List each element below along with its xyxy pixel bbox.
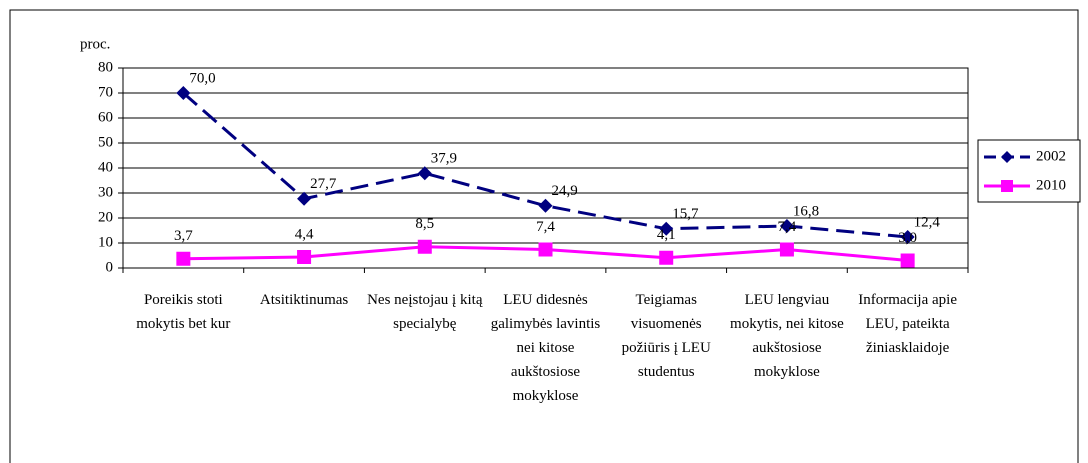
point	[659, 221, 674, 236]
y-tick-label: 70	[98, 84, 113, 100]
point	[659, 250, 674, 265]
x-tick-label: Poreikis stoti mokytis bet kur	[136, 292, 231, 332]
plot-border	[122, 67, 969, 269]
x-tick-label: LEU lengviau mokytis, nei kitose aukštos…	[730, 292, 844, 380]
legend-marker	[1001, 180, 1013, 192]
point	[900, 230, 915, 244]
x-tick-label: Nes neįstojau į kitą specialybę	[367, 292, 483, 332]
y-tick-label: 0	[106, 259, 114, 275]
point	[297, 250, 312, 264]
data-label: 27,7	[310, 176, 337, 192]
point	[779, 219, 794, 233]
data-label: 16,8	[793, 203, 819, 219]
data-label: 24,9	[552, 183, 578, 199]
y-axis-title: proc.	[80, 36, 110, 52]
point	[297, 191, 312, 206]
data-label: 4,4	[295, 226, 314, 242]
point	[900, 253, 915, 268]
point	[417, 239, 432, 254]
data-label: 8,5	[415, 216, 434, 232]
point	[538, 242, 553, 257]
data-label: 37,9	[431, 151, 457, 167]
data-label: 3,7	[174, 228, 193, 244]
x-tick-label: Informacija apie LEU, pateikta žiniaskla…	[858, 292, 957, 356]
point	[538, 198, 553, 213]
x-tick-label: Atsitiktinumas	[259, 292, 349, 308]
y-tick-label: 40	[98, 159, 113, 175]
point	[176, 251, 191, 266]
y-tick-label: 10	[98, 234, 113, 250]
data-label: 15,7	[672, 206, 699, 222]
y-tick-label: 50	[98, 134, 113, 150]
chart-border	[9, 9, 1079, 463]
legend-marker	[1001, 151, 1013, 163]
legend-box	[977, 139, 1081, 203]
data-label: 70,0	[189, 70, 215, 86]
y-tick-label: 20	[98, 209, 113, 225]
point	[779, 242, 794, 257]
x-tick-label: Teigiamas visuomenės požiūris į LEU stud…	[621, 292, 711, 380]
data-label: 3,0	[898, 230, 917, 246]
point	[417, 166, 432, 181]
legend-label: 2010	[1036, 177, 1066, 193]
y-tick-label: 30	[98, 184, 113, 200]
point	[176, 86, 191, 100]
data-label: 4,1	[657, 227, 676, 243]
y-tick-label: 60	[98, 109, 113, 125]
data-label: 7,4	[778, 219, 797, 235]
x-tick-label: LEU didesnės galimybės lavintis nei kito…	[490, 292, 601, 404]
legend-label: 2002	[1036, 148, 1066, 164]
data-label: 12,4	[914, 214, 941, 230]
data-label: 7,4	[536, 219, 555, 235]
y-tick-label: 80	[98, 59, 113, 75]
